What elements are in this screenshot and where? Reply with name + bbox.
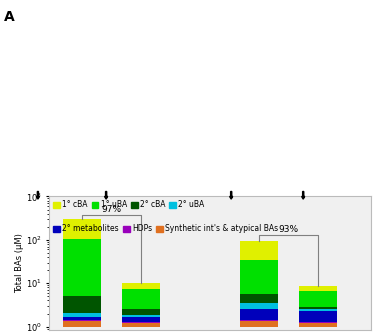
Bar (63, 317, 101, 320)
Bar (240, 294, 278, 303)
Bar (63, 321, 101, 327)
Legend: 2° metabolites, HDPs, Synthetic int's & atypical BAs: 2° metabolites, HDPs, Synthetic int's & … (53, 224, 278, 233)
Bar (240, 320, 278, 321)
Bar (299, 311, 337, 322)
Bar (63, 296, 101, 313)
Bar (63, 313, 101, 317)
Bar (122, 289, 160, 309)
Text: 93%: 93% (279, 225, 299, 234)
Bar (240, 241, 278, 260)
Bar (122, 316, 160, 322)
Y-axis label: Total BAs (μM): Total BAs (μM) (15, 233, 24, 293)
Bar (122, 322, 160, 323)
Bar (299, 323, 337, 327)
Bar (299, 322, 337, 323)
Text: 97%: 97% (101, 205, 121, 214)
Bar (299, 286, 337, 291)
Bar (299, 291, 337, 307)
Bar (299, 307, 337, 309)
Bar (63, 239, 101, 296)
Bar (240, 303, 278, 309)
Bar (240, 309, 278, 320)
Bar (122, 315, 160, 316)
Text: A: A (4, 10, 14, 24)
Bar (63, 320, 101, 321)
Bar (122, 309, 160, 315)
Bar (122, 323, 160, 327)
Bar (122, 283, 160, 289)
Bar (240, 321, 278, 327)
Bar (240, 260, 278, 294)
Bar (63, 219, 101, 239)
Bar (299, 309, 337, 311)
